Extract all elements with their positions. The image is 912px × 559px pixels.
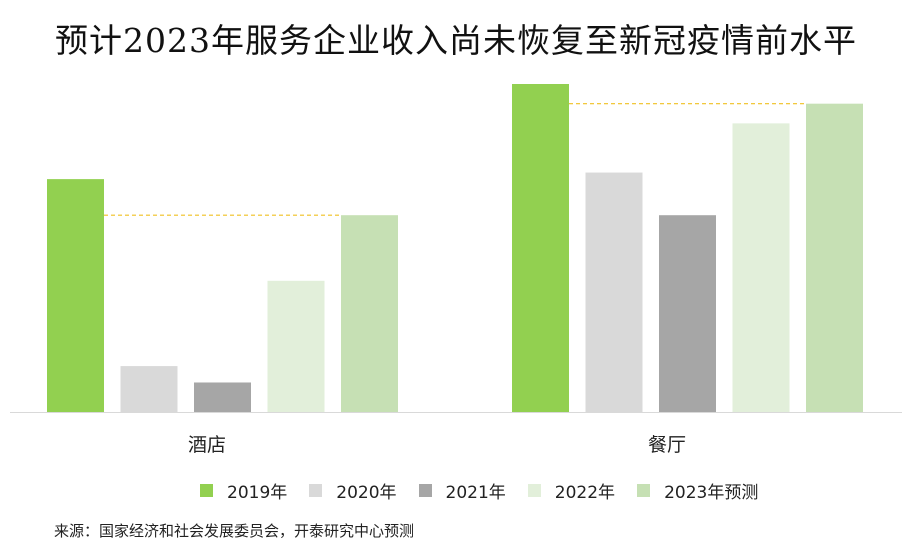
bar-1-3 [732, 123, 790, 413]
legend-swatch [200, 484, 213, 497]
legend: 2019年 2020年 2021年 2022年 2023年预测 [200, 478, 758, 503]
bar-1-0 [512, 84, 569, 412]
bar-1-2 [659, 215, 716, 412]
legend-label: 2022年 [554, 483, 616, 503]
legend-swatch [418, 484, 432, 497]
legend-label: 2021年 [445, 483, 506, 503]
legend-label: 2020年 [336, 483, 397, 503]
legend-swatch [637, 484, 651, 497]
bar-0-3 [267, 280, 325, 412]
bar-1-1 [585, 172, 643, 412]
legend-item: 2023年预测 [637, 478, 758, 503]
bar-0-2 [194, 382, 251, 412]
chart-title: 预计2023年服务企业收入尚未恢复至新冠疫情前水平 [55, 21, 857, 60]
legend-swatch [527, 484, 541, 497]
source-note: 来源：国家经济和社会发展委员会，开泰研究中心预测 [54, 522, 415, 540]
legend-label: 2019年 [227, 483, 288, 503]
bar-0-0 [47, 179, 104, 412]
legend-item: 2021年 [418, 478, 506, 503]
legend-item: 2022年 [527, 478, 616, 503]
bar-0-4 [341, 215, 398, 412]
category-label-hotel: 酒店 [188, 434, 227, 456]
bar-1-4 [806, 103, 863, 413]
legend-swatch [309, 484, 323, 497]
category-label-restaurant: 餐厅 [648, 434, 687, 456]
legend-item: 2019年 [200, 478, 287, 503]
legend-item: 2020年 [309, 478, 397, 503]
bar-0-1 [120, 366, 178, 412]
legend-label: 2023年预测 [664, 483, 759, 503]
bar-plot [10, 84, 902, 413]
